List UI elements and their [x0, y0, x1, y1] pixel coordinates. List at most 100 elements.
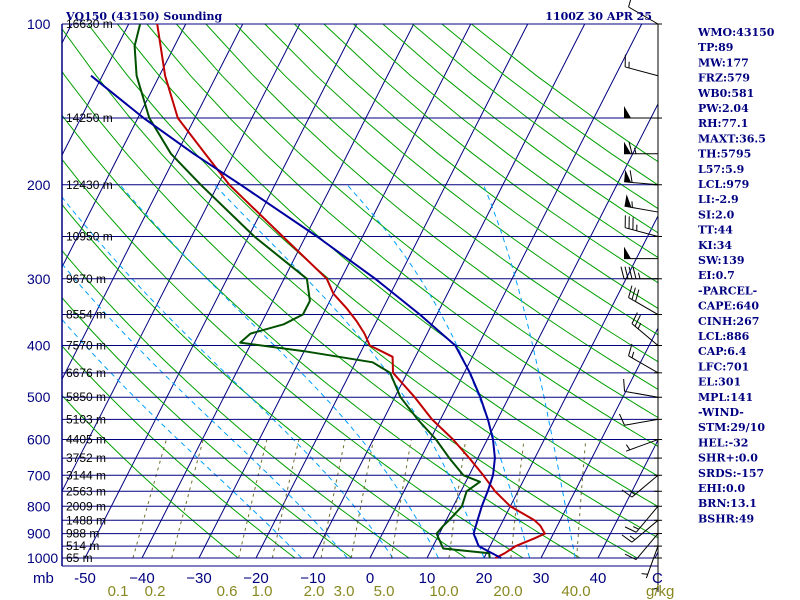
wind-barb-full — [628, 141, 633, 154]
temperature-tick-label: -50 — [74, 570, 96, 587]
isotherm-line — [312, 24, 586, 559]
pressure-tick-label: 900 — [27, 526, 51, 542]
height-label: 2563 m — [66, 484, 106, 498]
mixing-ratio-label: 40.0 — [561, 583, 590, 600]
wind-barb-full — [624, 266, 629, 279]
isotherm-line — [62, 24, 130, 157]
wind-barb — [641, 545, 659, 579]
wind-barb-staff — [631, 519, 659, 543]
isotherm-line — [369, 24, 643, 559]
wind-barb-full — [620, 266, 625, 279]
wind-barb-half — [629, 490, 636, 495]
isotherm-line — [62, 24, 187, 269]
wind-barb-full — [632, 266, 637, 279]
wind-barb-staff — [625, 439, 659, 452]
mixing-ratio-line — [390, 439, 412, 559]
height-label: 1488 m — [66, 513, 106, 527]
index-value: EHI:0.0 — [698, 482, 745, 495]
temperature-tick-label: 20 — [476, 570, 493, 587]
isotherm-line — [198, 24, 472, 559]
wind-barb-pennant — [624, 141, 631, 154]
isotherm-line — [597, 438, 658, 559]
wind-barb-half — [638, 272, 641, 279]
pressure-tick-label: 500 — [27, 389, 51, 405]
wind-barb-full — [624, 526, 637, 533]
index-value: LCL:979 — [698, 178, 749, 191]
chart-time-label: 1100Z 30 APR 25 — [545, 10, 652, 23]
wind-barb-staff — [625, 66, 659, 77]
wind-barb — [625, 439, 659, 452]
index-value: MAXT:36.5 — [698, 132, 766, 145]
wind-barb-pennant — [624, 106, 631, 118]
wind-barb — [621, 474, 659, 498]
height-label: 7570 m — [66, 339, 106, 353]
wind-barb-staff — [631, 323, 659, 346]
wind-barb — [624, 215, 659, 237]
wind-barb-staff — [624, 390, 659, 398]
wind-barb-staff — [635, 533, 659, 560]
wind-barb — [624, 54, 659, 77]
mixing-ratio-line — [320, 439, 346, 559]
wind-barb-full — [628, 343, 633, 356]
isobar-layer — [61, 23, 659, 567]
wind-barb-full — [631, 312, 638, 324]
wind-barb-staff — [628, 297, 659, 315]
wind-barb — [624, 533, 659, 561]
index-value: BSHR:49 — [698, 512, 754, 525]
pressure-tick-label: 200 — [27, 177, 51, 193]
index-value: WB0:581 — [697, 87, 754, 100]
height-label: 5103 m — [66, 412, 106, 426]
temperature-tick-label: 0 — [366, 570, 374, 587]
index-value: RH:77.1 — [698, 117, 748, 130]
wind-barb-half — [634, 147, 637, 154]
temperature-tick-label: 30 — [533, 570, 550, 587]
wind-barb-layer — [619, 0, 662, 592]
index-value: HEL:-32 — [698, 436, 748, 449]
wind-barb-full — [623, 378, 626, 392]
index-value: L57:5.9 — [698, 163, 744, 176]
wind-barb-full — [628, 266, 633, 279]
index-value: CAPE:640 — [698, 300, 759, 313]
mixing-ratio-label: 1.0 — [252, 583, 273, 600]
index-value: -WIND- — [698, 406, 744, 419]
height-label: 514 m — [66, 539, 99, 553]
mixing-ratio-line — [132, 439, 167, 559]
index-value: LCL:886 — [698, 330, 750, 343]
mixing-ratio-label: 20.0 — [493, 583, 522, 600]
index-value: EI:0.7 — [698, 269, 735, 282]
height-label: 4405 m — [66, 433, 106, 447]
height-label: 2009 m — [66, 499, 106, 513]
wind-barb-full — [624, 553, 637, 561]
isotherm-line — [141, 24, 415, 559]
mixing-ratio-line — [171, 439, 204, 559]
index-value: -PARCEL- — [698, 284, 757, 297]
pressure-tick-label: 300 — [27, 271, 51, 287]
wind-barb-full — [619, 413, 625, 426]
index-value: EL:301 — [698, 376, 741, 389]
index-value: KI:34 — [698, 239, 732, 252]
isotherm-line — [62, 24, 301, 493]
pressure-axis-unit: mb — [33, 570, 54, 587]
wind-barb — [624, 106, 658, 119]
index-value: MW:177 — [698, 56, 749, 69]
height-label: 12430 m — [66, 178, 113, 192]
wind-barb — [651, 558, 659, 592]
wind-barb — [624, 141, 658, 155]
index-value: MPL:141 — [698, 391, 753, 404]
index-value: SHR+:0.0 — [698, 452, 758, 465]
wind-barb — [628, 343, 659, 374]
moist-adiabat-line — [119, 184, 439, 559]
mixing-ratio-label: 10.0 — [429, 583, 458, 600]
mixing-ratio-label: 2.0 — [304, 583, 325, 600]
wind-barb — [624, 505, 659, 533]
wind-barb-staff — [628, 355, 659, 374]
index-value: PW:2.04 — [698, 102, 749, 115]
wind-barb-half — [629, 535, 636, 540]
chart-title: VQ150 (43150) Sounding — [65, 10, 223, 23]
height-label: 9670 m — [66, 272, 106, 286]
height-label: 3144 m — [66, 468, 106, 482]
wind-barb — [619, 413, 659, 426]
wind-barb-half — [632, 526, 639, 530]
